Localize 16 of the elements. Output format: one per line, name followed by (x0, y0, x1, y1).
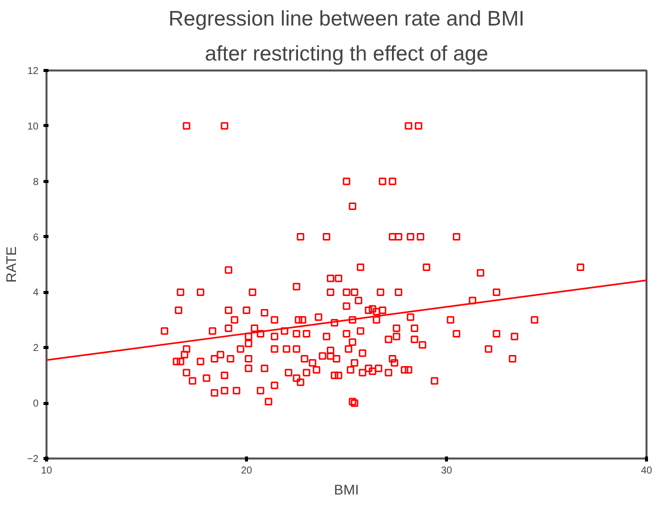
y-tick-label: 0 (32, 398, 39, 410)
x-tick-label: 40 (640, 466, 652, 476)
chart-subtitle: after restricting th effect of age (204, 42, 488, 66)
y-tick-label: 4 (32, 288, 39, 299)
x-axis-title: BMI (334, 482, 359, 498)
x-tick-label: 10 (40, 466, 52, 476)
x-tick-label: 30 (440, 466, 452, 476)
y-tick-label: −2 (27, 454, 39, 465)
chart-title: Regression line between rate and BMI (168, 8, 525, 30)
y-tick-label: 10 (27, 121, 39, 132)
y-tick-label: 12 (27, 66, 39, 77)
y-tick-label: 2 (32, 343, 39, 354)
y-axis-title: RATE (3, 246, 20, 283)
y-tick-label: 8 (32, 176, 39, 188)
y-tick-label: 6 (32, 232, 39, 244)
x-tick-label: 20 (240, 466, 252, 476)
